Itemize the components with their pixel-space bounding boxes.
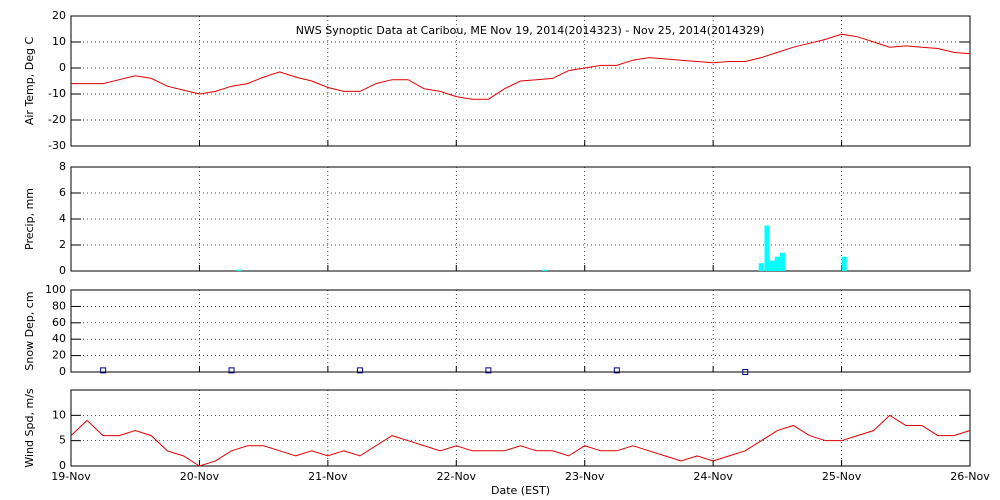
x-tick-label: 22-Nov [437,470,477,483]
plot-frame [70,289,971,373]
y-axis-label: Snow Dep, cm [23,291,36,370]
y-tick-label: 20 [52,9,66,22]
y-tick-label: 10 [52,35,66,48]
bar [542,269,548,271]
y-tick-label: 0 [59,61,66,74]
y-tick-label: 20 [52,349,66,362]
y-tick-label: 4 [59,212,66,225]
y-tick-label: 0 [59,459,66,472]
y-tick-label: 2 [59,238,66,251]
x-axis-label: Date (EST) [491,484,550,497]
y-tick-label: 80 [52,299,66,312]
x-tick-label: 23-Nov [565,470,605,483]
x-tick-label: 25-Nov [822,470,862,483]
x-tick-label: 19-Nov [51,470,91,483]
x-tick-label: 20-Nov [180,470,220,483]
y-tick-label: 0 [59,365,66,378]
point [356,367,363,374]
y-tick-label: 10 [52,408,66,421]
y-axis-label: Precip, mm [23,188,36,250]
y-tick-label: 5 [59,434,66,447]
bar [769,260,775,271]
point [742,369,749,375]
y-tick-label: 60 [52,316,66,329]
plot-frame [70,389,971,467]
y-axis-label: Wind Spd, m/s [23,388,36,468]
y-tick-label: -10 [48,87,66,100]
y-axis-label: Air Temp, Deg C [23,37,36,126]
bar [764,225,770,271]
x-tick-label: 26-Nov [950,470,990,483]
data-line [70,414,971,467]
x-tick-label: 24-Nov [693,470,733,483]
bar [779,252,786,271]
bar [774,256,780,271]
y-tick-label: 6 [59,186,66,199]
y-tick-label: 100 [45,283,66,296]
y-tick-label: 8 [59,160,66,173]
bar [236,269,242,271]
point [228,367,235,374]
bar [841,256,847,271]
chart-title: NWS Synoptic Data at Caribou, ME Nov 19,… [296,24,765,37]
y-tick-label: -20 [48,113,66,126]
point [613,367,620,374]
x-tick-label: 21-Nov [308,470,348,483]
data-line [71,33,971,100]
point [485,367,492,374]
y-tick-label: 0 [59,264,66,277]
bar [758,263,764,271]
y-tick-label: -30 [48,139,66,152]
plot-frame [70,15,971,147]
point [100,367,107,374]
y-tick-label: 40 [52,332,66,345]
